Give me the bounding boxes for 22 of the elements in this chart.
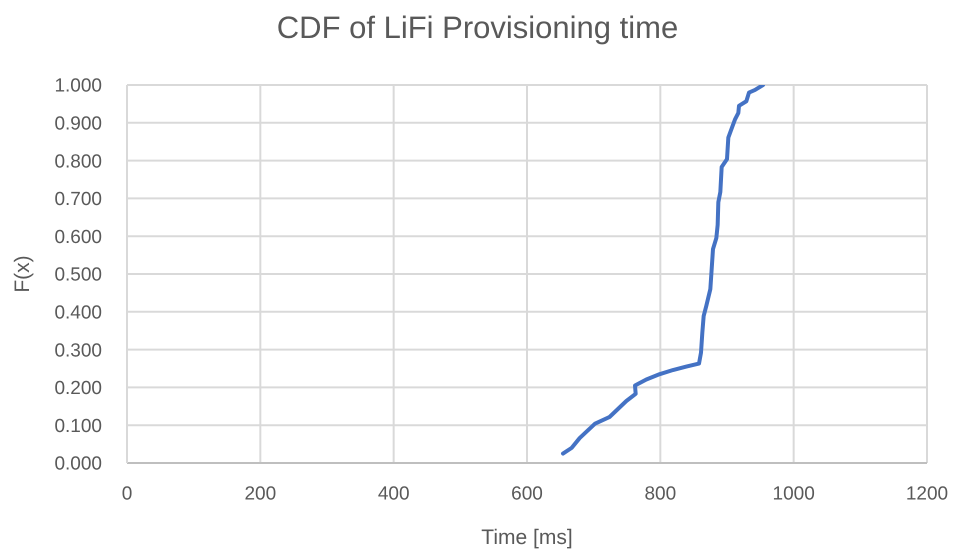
- y-tick-label: 0.900: [54, 114, 102, 135]
- x-tick-label: 1200: [906, 483, 948, 504]
- x-axis-title: Time [ms]: [481, 526, 573, 549]
- y-tick-label: 0.200: [54, 378, 102, 400]
- y-tick-label: 0.000: [54, 454, 102, 475]
- y-tick-label: 0.300: [54, 340, 102, 362]
- y-tick-label: 1.000: [54, 76, 102, 97]
- y-tick-label: 0.100: [54, 416, 102, 437]
- x-tick-label: 400: [378, 483, 410, 504]
- x-tick-label: 800: [644, 483, 676, 504]
- chart-title: CDF of LiFi Provisioning time: [276, 9, 680, 47]
- y-tick-label: 0.600: [54, 226, 102, 248]
- y-tick-label: 0.500: [54, 264, 102, 286]
- x-tick-label: 0: [122, 483, 132, 504]
- y-tick-label: 0.800: [54, 151, 102, 172]
- x-tick-label: 1000: [772, 483, 815, 504]
- y-axis-title: F(x): [10, 255, 34, 293]
- y-tick-label: 0.400: [54, 302, 102, 324]
- x-tick-label: 600: [511, 483, 543, 504]
- y-tick-label: 0.700: [54, 189, 102, 210]
- line-series: [561, 85, 765, 456]
- x-tick-label: 200: [244, 483, 276, 504]
